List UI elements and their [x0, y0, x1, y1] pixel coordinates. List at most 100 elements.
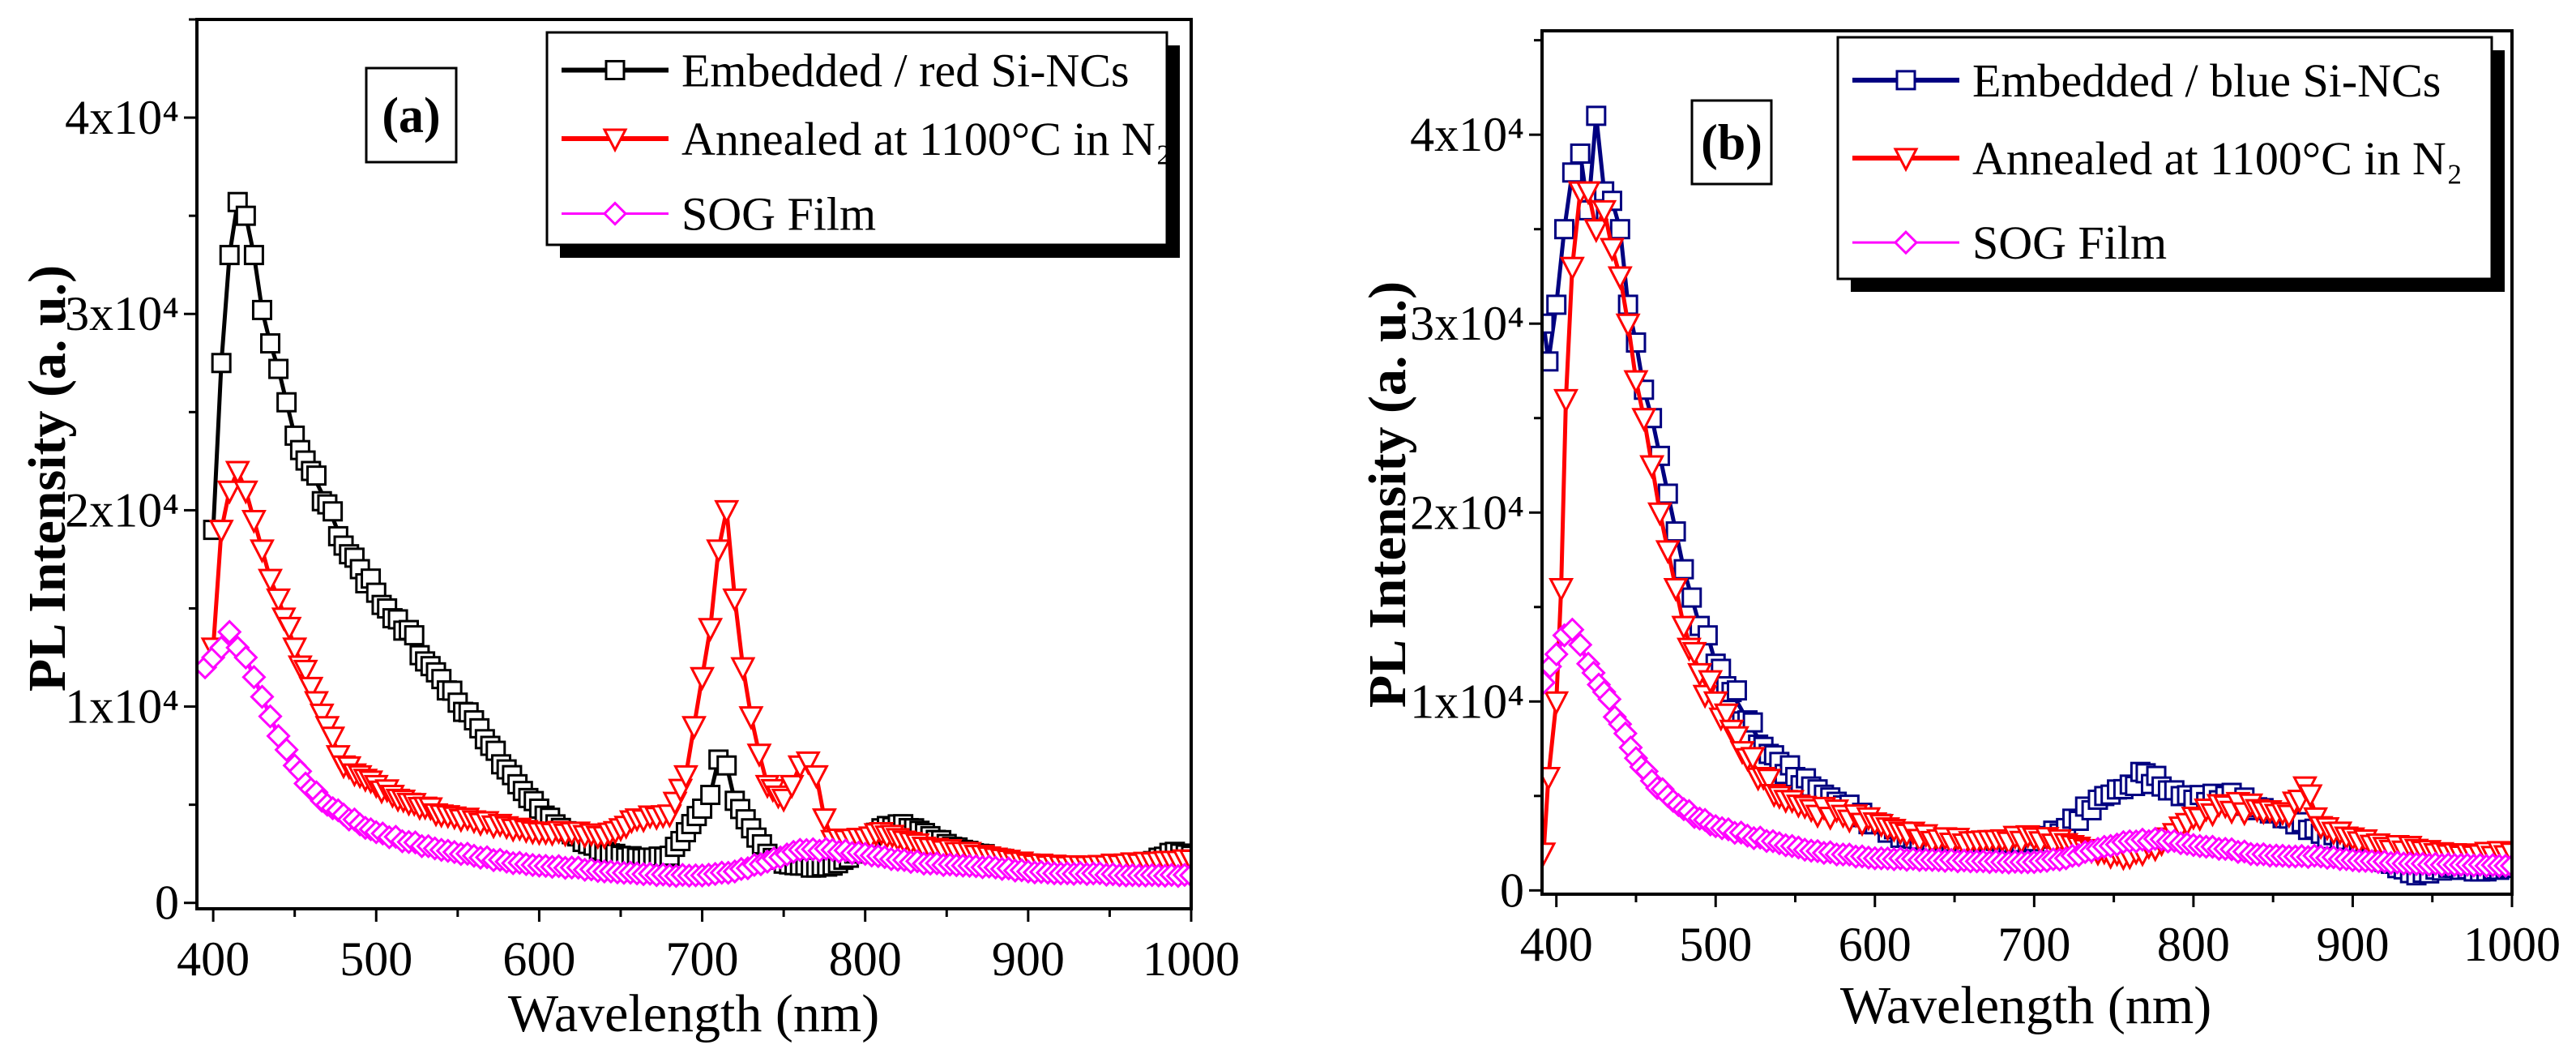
- x-axis-label: Wavelength (nm): [508, 984, 879, 1043]
- x-tick-label: 900: [992, 932, 1065, 986]
- panel-label: (b): [1701, 116, 1762, 171]
- data-point: [266, 588, 292, 613]
- x-tick-label: 700: [666, 932, 739, 986]
- plot-area: [1542, 105, 2512, 886]
- data-point: [716, 755, 737, 776]
- y-axis-label: PL Intensity (a. u.): [18, 265, 77, 692]
- data-point: [1178, 863, 1191, 888]
- data-point: [1756, 769, 1782, 794]
- data-point: [1560, 617, 1585, 642]
- data-point: [1575, 181, 1601, 206]
- data-point: [250, 684, 275, 709]
- data-point: [1542, 351, 1559, 372]
- data-point: [1568, 632, 1593, 657]
- x-tick-label: 400: [177, 932, 250, 986]
- data-point: [811, 808, 837, 833]
- data-point: [1615, 313, 1641, 338]
- data-point: [673, 764, 698, 790]
- data-point: [211, 353, 232, 374]
- data-point: [714, 499, 740, 525]
- y-axis-label: PL Intensity (a. u.): [1358, 281, 1417, 708]
- x-tick-label: 600: [502, 932, 575, 986]
- data-point: [276, 616, 302, 641]
- data-point: [274, 737, 299, 762]
- data-point: [404, 625, 425, 646]
- data-point: [260, 333, 281, 354]
- legend-label: Embedded / blue Si-NCs: [1972, 54, 2441, 107]
- legend-label: Annealed at 1100°C in N₂: [681, 113, 1172, 165]
- legend-marker-square-icon: [604, 59, 626, 80]
- data-point: [722, 588, 748, 613]
- legend-label: Annealed at 1100°C in N₂: [1972, 132, 2463, 185]
- data-point: [209, 635, 234, 661]
- data-point: [208, 520, 234, 544]
- panel-label-box: [365, 66, 458, 164]
- data-point: [293, 659, 318, 684]
- data-point: [1655, 540, 1681, 565]
- data-point: [298, 676, 324, 701]
- data-point: [1713, 703, 1739, 728]
- x-tick-label: 800: [2157, 918, 2230, 971]
- data-point: [258, 704, 283, 729]
- legend-item: Annealed at 1100°C in N₂: [1852, 132, 2463, 185]
- data-point: [1639, 455, 1665, 480]
- data-point: [268, 358, 289, 379]
- data-point: [1544, 691, 1570, 716]
- data-point: [1583, 219, 1609, 243]
- data-point: [1591, 199, 1617, 225]
- chart-panel-b: 400 500 600 700 800 900 1000 0 1x10⁴ 2x10⁴ 3x10⁴ 4x…: [1358, 29, 2561, 1035]
- y-tick-label: 0: [1500, 863, 1524, 917]
- data-point: [1597, 687, 1622, 712]
- data-point: [1673, 559, 1694, 580]
- legend-label: SOG Film: [681, 188, 876, 241]
- data-point: [2499, 853, 2512, 879]
- data-point: [1559, 256, 1585, 281]
- data-point: [243, 245, 264, 266]
- data-point: [1549, 577, 1574, 602]
- chart-panel-a: 400 500 600 700 800 900 1000 0 1x10⁴ 2x10⁴ 3x10⁴ 4x…: [18, 18, 1240, 1043]
- data-point: [224, 460, 250, 486]
- x-tick-label: 700: [1997, 918, 2070, 971]
- panel-label-box: [1690, 99, 1773, 186]
- legend-item: Embedded / red Si-NCs: [562, 44, 1130, 96]
- data-point: [1607, 266, 1633, 291]
- data-point: [1586, 105, 1607, 126]
- plot-area: [197, 191, 1191, 889]
- legend-item: Embedded / blue Si-NCs: [1852, 54, 2441, 107]
- data-point: [1681, 641, 1707, 666]
- data-point: [1702, 691, 1728, 716]
- y-tick-label: 1x10⁴: [65, 680, 179, 734]
- data-point: [706, 539, 732, 564]
- legend-label: Embedded / red Si-NCs: [681, 44, 1130, 96]
- x-tick-label: 600: [1839, 918, 1912, 971]
- data-point: [681, 716, 707, 741]
- y-tick-label: 4x10⁴: [1410, 108, 1524, 161]
- data-point: [1647, 502, 1672, 527]
- data-point: [2297, 784, 2323, 809]
- data-point: [1698, 670, 1724, 695]
- data-point: [1609, 219, 1630, 240]
- data-point: [779, 774, 805, 799]
- data-point: [1553, 388, 1578, 413]
- data-point: [304, 691, 329, 716]
- data-point: [1724, 726, 1749, 751]
- y-tick-label: 3x10⁴: [1410, 297, 1524, 350]
- data-point: [738, 706, 764, 730]
- legend-item: SOG Film: [1852, 216, 2167, 269]
- data-point: [1657, 483, 1678, 504]
- data-point: [309, 703, 335, 728]
- x-tick-label: 1000: [1143, 932, 1240, 986]
- data-point: [698, 618, 724, 642]
- data-point: [795, 751, 821, 776]
- data-point: [282, 637, 308, 662]
- x-tick-label: 500: [1679, 918, 1752, 971]
- plot-frame: [1540, 29, 2514, 896]
- data-point: [235, 205, 256, 226]
- data-point: [219, 245, 240, 266]
- y-tick-label: 1x10⁴: [1410, 674, 1524, 728]
- data-point: [690, 666, 716, 692]
- data-point: [258, 568, 283, 593]
- data-point: [803, 764, 829, 790]
- data-point: [1546, 294, 1567, 315]
- data-point: [1544, 641, 1569, 667]
